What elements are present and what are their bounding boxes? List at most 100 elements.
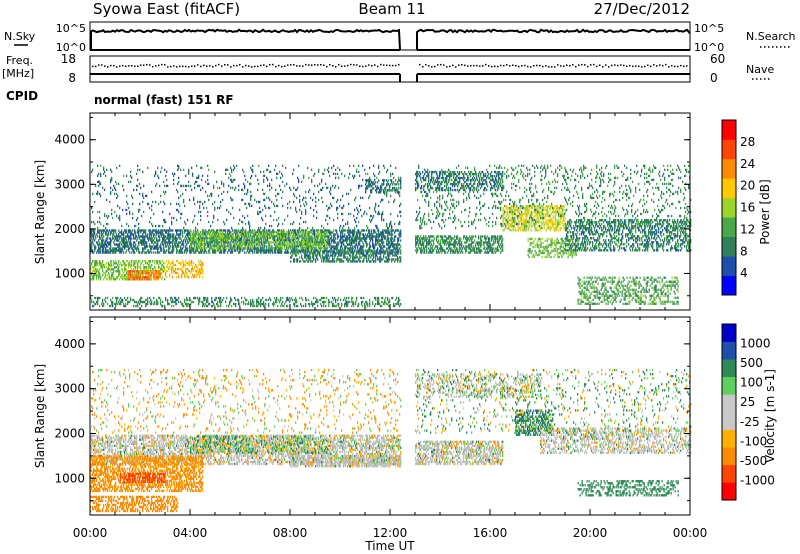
scatter-cell xyxy=(275,249,276,251)
scatter-cell xyxy=(98,239,99,241)
scatter-cell xyxy=(153,239,154,241)
scatter-cell xyxy=(329,229,330,231)
scatter-cell xyxy=(330,243,331,245)
scatter-cell xyxy=(107,237,108,239)
scatter-cell xyxy=(95,237,96,239)
scatter-cell xyxy=(184,231,185,233)
scatter-cell xyxy=(232,249,233,251)
scatter-cell xyxy=(129,251,130,253)
scatter-cell xyxy=(209,249,210,251)
scatter-cell xyxy=(139,251,140,253)
scatter-cell xyxy=(144,239,145,241)
scatter-cell xyxy=(152,231,153,233)
scatter-cell xyxy=(118,233,119,235)
noise-search-trace xyxy=(417,30,689,50)
scatter-cell xyxy=(131,243,132,245)
scatter-cell xyxy=(258,251,259,253)
scatter-cell xyxy=(157,245,158,247)
scatter-cell xyxy=(232,251,233,253)
scatter-cell xyxy=(127,233,128,235)
scatter-cell xyxy=(180,241,181,243)
scatter-cell xyxy=(155,251,156,253)
scatter-cell xyxy=(180,245,181,247)
scatter-cell xyxy=(101,231,102,233)
scatter-cell xyxy=(133,243,134,245)
scatter-cell xyxy=(177,249,178,251)
scatter-cell xyxy=(155,235,156,237)
scatter-cell xyxy=(93,237,94,239)
scatter-cell xyxy=(182,247,183,249)
scatter-cell xyxy=(102,233,103,235)
scatter-cell xyxy=(182,251,183,253)
scatter-cell xyxy=(172,243,173,245)
scatter-cell xyxy=(123,251,124,253)
scatter-cell xyxy=(138,249,139,251)
scatter-cell xyxy=(100,237,101,239)
scatter-cell xyxy=(188,241,189,243)
scatter-cell xyxy=(187,249,188,251)
scatter-cell xyxy=(137,245,138,247)
scatter-cell xyxy=(242,249,243,251)
scatter-cell xyxy=(114,239,115,241)
scatter-cell xyxy=(170,245,171,247)
scatter-cell xyxy=(113,231,114,233)
scatter-cell xyxy=(180,231,181,233)
scatter-cell xyxy=(180,237,181,239)
scatter-cell xyxy=(128,245,129,247)
scatter-cell xyxy=(159,239,160,241)
scatter-cell xyxy=(145,229,146,231)
scatter-cell xyxy=(109,229,110,231)
scatter-cell xyxy=(117,237,118,239)
scatter-cell xyxy=(130,229,131,231)
scatter-cell xyxy=(168,231,169,233)
noise-tick-high-right: 10^5 xyxy=(694,22,724,35)
cpid-label: CPID xyxy=(6,89,38,103)
scatter-cell xyxy=(181,239,182,241)
scatter-cell xyxy=(153,251,154,253)
scatter-cell xyxy=(168,245,169,247)
scatter-cell xyxy=(320,249,321,251)
scatter-cell xyxy=(252,251,253,253)
scatter-cell xyxy=(169,243,170,245)
scatter-cell xyxy=(202,249,203,251)
scatter-cell xyxy=(119,237,120,239)
scatter-cell xyxy=(131,237,132,239)
scatter-cell xyxy=(118,229,119,231)
scatter-cell xyxy=(155,241,156,243)
nave-tick-low: 0 xyxy=(710,71,718,85)
scatter-cell xyxy=(270,251,271,253)
scatter-cell xyxy=(176,239,177,241)
scatter-cell xyxy=(281,249,282,251)
scatter-cell xyxy=(122,247,123,249)
scatter-cell xyxy=(185,239,186,241)
scatter-cell xyxy=(136,249,137,251)
scatter-cell xyxy=(165,243,166,245)
scatter-cell xyxy=(123,233,124,235)
scatter-cell xyxy=(120,241,121,243)
scatter-cell xyxy=(110,247,111,249)
scatter-cell xyxy=(91,237,92,239)
scatter-cell xyxy=(129,247,130,249)
scatter-cell xyxy=(100,251,101,253)
scatter-cell xyxy=(98,245,99,247)
scatter-cell xyxy=(94,229,95,231)
scatter-cell xyxy=(121,231,122,233)
scatter-cell xyxy=(158,247,159,249)
scatter-cell xyxy=(94,249,95,251)
scatter-cell xyxy=(106,239,107,241)
radar-summary-plot: Syowa East (fitACF) Beam 11 27/Dec/2012 … xyxy=(0,0,800,554)
scatter-cell xyxy=(182,235,183,237)
scatter-cell xyxy=(131,251,132,253)
scatter-cell xyxy=(113,237,114,239)
scatter-cell xyxy=(152,237,153,239)
scatter-cell xyxy=(130,235,131,237)
date-label: 27/Dec/2012 xyxy=(594,0,690,18)
scatter-cell xyxy=(94,239,95,241)
scatter-cell xyxy=(145,233,146,235)
scatter-cell xyxy=(163,247,164,249)
scatter-cell xyxy=(127,243,128,245)
scatter-cell xyxy=(225,249,226,251)
scatter-cell xyxy=(184,237,185,239)
scatter-cell xyxy=(113,241,114,243)
scatter-cell xyxy=(197,249,198,251)
